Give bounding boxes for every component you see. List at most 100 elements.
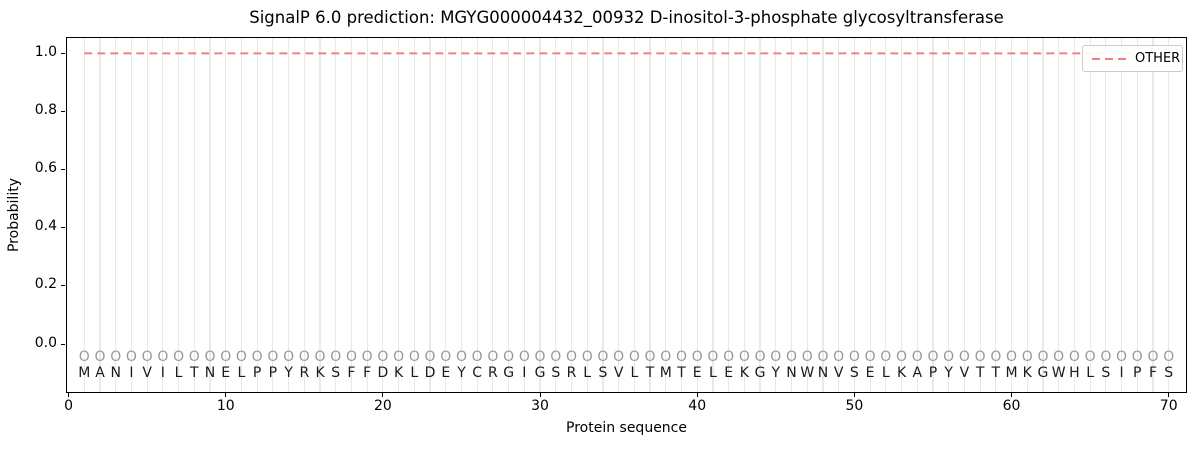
gridline xyxy=(822,38,824,392)
sequence-letter: I xyxy=(1119,365,1124,382)
sequence-letter: T xyxy=(190,365,199,382)
y-tick-label: 0.0 xyxy=(34,334,57,351)
sequence-letter: E xyxy=(724,365,734,382)
predicted-label: O xyxy=(943,349,955,366)
sequence-letter: G xyxy=(754,365,766,382)
gridline xyxy=(130,38,133,392)
sequence-letter: S xyxy=(551,365,561,382)
gridline xyxy=(900,38,903,392)
predicted-label: O xyxy=(974,349,986,366)
predicted-label: O xyxy=(597,349,609,366)
gridline xyxy=(523,38,525,392)
sequence-letter: M xyxy=(78,365,91,382)
sequence-letter: K xyxy=(1022,365,1032,382)
gridline xyxy=(696,38,698,392)
sequence-letter: M xyxy=(1005,365,1018,382)
gridline xyxy=(256,38,258,392)
sequence-letter: M xyxy=(659,365,672,382)
legend-label: OTHER xyxy=(1135,51,1181,66)
y-tick-label: 0.2 xyxy=(34,276,57,293)
y-tick-label: 0.6 xyxy=(34,160,57,177)
sequence-letter: R xyxy=(299,365,310,382)
gridline xyxy=(916,38,918,392)
predicted-label: O xyxy=(440,349,452,366)
predicted-label: O xyxy=(110,349,122,366)
gridline xyxy=(806,38,808,392)
y-tick-mark xyxy=(61,285,65,287)
gridline xyxy=(869,38,871,392)
x-tick-mark xyxy=(1168,393,1170,397)
predicted-label: O xyxy=(896,349,908,366)
sequence-letter: D xyxy=(377,365,389,382)
predicted-label: O xyxy=(644,349,656,366)
predicted-label: O xyxy=(188,349,200,366)
gridline xyxy=(177,38,180,392)
sequence-letter: N xyxy=(204,365,216,382)
predicted-label: O xyxy=(157,349,169,366)
predicted-label: O xyxy=(911,349,923,366)
sequence-letter: A xyxy=(912,365,923,382)
x-tick-label: 0 xyxy=(64,398,74,414)
sequence-letter: P xyxy=(928,365,938,382)
sequence-letter: T xyxy=(975,365,985,382)
sequence-letter: F xyxy=(1148,365,1158,382)
gridline xyxy=(272,38,274,392)
gridline xyxy=(1042,38,1044,392)
gridline xyxy=(99,38,101,392)
predicted-label: O xyxy=(660,349,672,366)
gridline xyxy=(618,38,620,392)
gridline xyxy=(555,38,557,392)
gridline xyxy=(1120,38,1123,392)
x-tick-mark xyxy=(382,393,384,397)
predicted-label: O xyxy=(1053,349,1065,366)
predicted-label: O xyxy=(125,349,137,366)
other-probability-line xyxy=(84,52,1169,55)
x-tick-mark xyxy=(853,393,855,397)
x-axis-label: Protein sequence xyxy=(566,420,687,436)
gridline xyxy=(1168,38,1170,392)
gridline xyxy=(508,38,510,392)
sequence-letter: S xyxy=(1164,365,1174,382)
gridline xyxy=(225,38,227,392)
sequence-letter: S xyxy=(849,365,859,382)
predicted-label: O xyxy=(770,349,782,366)
x-tick-label: 60 xyxy=(1002,398,1021,414)
predicted-label: O xyxy=(424,349,436,366)
gridline xyxy=(335,38,337,392)
predicted-label: O xyxy=(675,349,688,366)
predicted-label: O xyxy=(786,349,798,366)
predicted-label: O xyxy=(990,349,1002,366)
predicted-label: O xyxy=(345,349,357,366)
sequence-letter: E xyxy=(221,365,231,382)
predicted-label: O xyxy=(503,349,515,366)
sequence-letter: W xyxy=(1051,365,1066,382)
predicted-label: O xyxy=(1147,349,1159,366)
sequence-letter: I xyxy=(129,365,134,382)
sequence-letter: Y xyxy=(944,365,953,382)
gridline xyxy=(350,38,353,392)
predicted-label: O xyxy=(958,349,970,366)
sequence-letter: K xyxy=(739,365,749,382)
gridline xyxy=(790,38,793,392)
sequence-letter: S xyxy=(598,365,608,382)
gridline xyxy=(445,38,447,392)
sequence-letter: V xyxy=(833,365,844,382)
gridline xyxy=(1073,38,1075,392)
predicted-label: O xyxy=(1037,349,1049,366)
predicted-label: O xyxy=(1163,349,1175,366)
predicted-label: O xyxy=(141,349,153,366)
gridline xyxy=(759,38,761,392)
gridline xyxy=(602,38,604,392)
predicted-label: O xyxy=(330,349,342,366)
x-tick-label: 10 xyxy=(216,398,235,414)
sequence-letter: S xyxy=(1101,365,1111,382)
predicted-label: O xyxy=(565,349,577,366)
gridline xyxy=(932,38,934,392)
x-tick-mark xyxy=(539,393,541,397)
gridline xyxy=(382,38,384,392)
sequence-letter: V xyxy=(613,365,624,382)
sequence-letter: I xyxy=(522,365,527,382)
predicted-label: O xyxy=(487,349,499,366)
predicted-label: O xyxy=(377,349,389,366)
